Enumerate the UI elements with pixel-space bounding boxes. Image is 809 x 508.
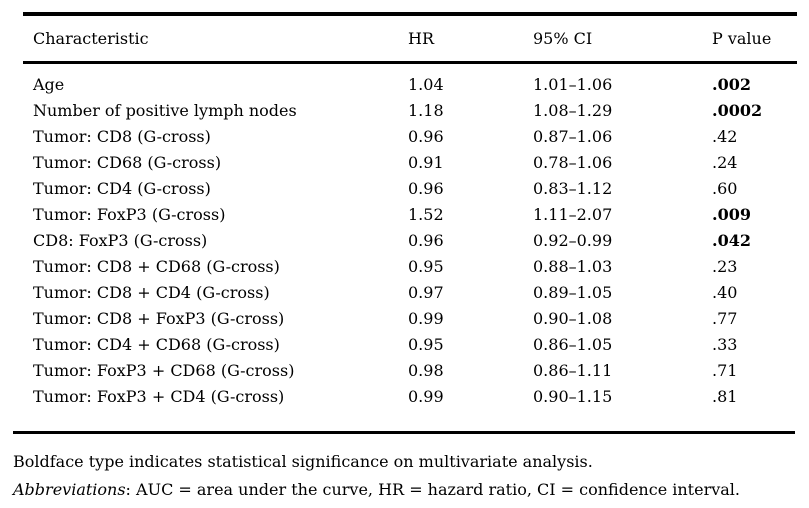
table-cell-p: .33: [712, 335, 738, 354]
table-cell-hr: 0.96: [408, 127, 444, 146]
table-cell-hr: 0.97: [408, 283, 444, 302]
table-cell-ci: 0.90–1.15: [533, 387, 613, 406]
table-cell-characteristic: Tumor: CD8 (G-cross): [33, 127, 211, 146]
table-cell-hr: 0.95: [408, 335, 444, 354]
table-cell-hr: 0.98: [408, 361, 444, 380]
table-row: Tumor: CD4 (G-cross) 0.96 0.83–1.12 .60: [33, 176, 797, 202]
table-cell-characteristic: Tumor: CD8 + CD68 (G-cross): [33, 257, 280, 276]
table-cell-p: .42: [712, 127, 738, 146]
table-cell-characteristic: Tumor: CD8 + CD4 (G-cross): [33, 283, 270, 302]
table-cell-p: .24: [712, 153, 738, 172]
table-cell-characteristic: Number of positive lymph nodes: [33, 101, 297, 120]
table-cell-characteristic: Tumor: FoxP3 (G-cross): [33, 205, 226, 224]
table-row: Tumor: FoxP3 + CD68 (G-cross) 0.98 0.86–1.…: [33, 358, 797, 384]
table-cell-p: .0002: [712, 101, 763, 120]
table-cell-hr: 0.96: [408, 179, 444, 198]
column-header-characteristic: Characteristic: [33, 29, 149, 48]
table-cell-p: .23: [712, 257, 738, 276]
table-cell-characteristic: Tumor: CD8 + FoxP3 (G-cross): [33, 309, 285, 328]
table-cell-hr: 0.99: [408, 309, 444, 328]
table-cell-hr: 1.18: [408, 101, 444, 120]
table-row: CD8: FoxP3 (G-cross) 0.96 0.92–0.99 .042: [33, 228, 797, 254]
column-header-pvalue: P value: [712, 29, 772, 48]
table-cell-ci: 0.86–1.11: [533, 361, 613, 380]
table-cell-hr: 0.96: [408, 231, 444, 250]
table-bottom-rule: [13, 431, 795, 434]
table-row: Tumor: CD8 (G-cross) 0.96 0.87–1.06 .42: [33, 124, 797, 150]
table-cell-characteristic: Tumor: FoxP3 + CD68 (G-cross): [33, 361, 295, 380]
table-cell-hr: 0.95: [408, 257, 444, 276]
table-cell-ci: 0.78–1.06: [533, 153, 613, 172]
table-row: Tumor: FoxP3 + CD4 (G-cross) 0.99 0.90–1.1…: [33, 384, 797, 410]
table-cell-ci: 0.88–1.03: [533, 257, 613, 276]
abbreviations-note: Abbreviations: AUC = area under the curv…: [13, 476, 809, 504]
table-row: Tumor: CD8 + CD68 (G-cross) 0.95 0.88–1.03…: [33, 254, 797, 280]
column-header-ci: 95% CI: [533, 29, 593, 48]
table-footnotes: Boldface type indicates statistical sign…: [13, 448, 809, 504]
table-cell-ci: 1.11–2.07: [533, 205, 613, 224]
table-cell-characteristic: Tumor: CD4 (G-cross): [33, 179, 211, 198]
table-cell-characteristic: Tumor: CD68 (G-cross): [33, 153, 222, 172]
table-row: Tumor: CD8 + FoxP3 (G-cross) 0.99 0.90–1.0…: [33, 306, 797, 332]
table-row: Number of positive lymph nodes 1.18 1.08–1…: [33, 98, 797, 124]
table-row: Age 1.04 1.01–1.06 .002: [33, 72, 797, 98]
table-cell-ci: 0.83–1.12: [533, 179, 613, 198]
table-cell-ci: 1.01–1.06: [533, 75, 613, 94]
table-header-row: Characteristic HR 95% CI P value: [33, 16, 797, 61]
table-cell-p: .81: [712, 387, 738, 406]
table-cell-hr: 1.04: [408, 75, 444, 94]
table-cell-ci: 0.86–1.05: [533, 335, 613, 354]
table-row: Tumor: CD68 (G-cross) 0.91 0.78–1.06 .24: [33, 150, 797, 176]
table-cell-ci: 0.89–1.05: [533, 283, 613, 302]
table-cell-ci: 1.08–1.29: [533, 101, 613, 120]
table-cell-characteristic: CD8: FoxP3 (G-cross): [33, 231, 208, 250]
table-cell-p: .002: [712, 75, 751, 94]
abbreviations-text: : AUC = area under the curve, HR = hazar…: [125, 480, 740, 499]
table-cell-hr: 0.99: [408, 387, 444, 406]
table-cell-characteristic: Tumor: CD4 + CD68 (G-cross): [33, 335, 280, 354]
column-header-hr: HR: [408, 29, 434, 48]
table-cell-p: .042: [712, 231, 751, 250]
table-cell-ci: 0.92–0.99: [533, 231, 613, 250]
table-row: Tumor: FoxP3 (G-cross) 1.52 1.11–2.07 .009: [33, 202, 797, 228]
header-separator-rule: [23, 61, 797, 64]
table-cell-p: .40: [712, 283, 738, 302]
table-cell-hr: 0.91: [408, 153, 444, 172]
table-cell-p: .009: [712, 205, 751, 224]
abbreviations-label: Abbreviations: [13, 480, 126, 499]
table-cell-hr: 1.52: [408, 205, 444, 224]
table-top-rule: [23, 12, 797, 16]
table-cell-characteristic: Tumor: FoxP3 + CD4 (G-cross): [33, 387, 285, 406]
table-cell-p: .60: [712, 179, 738, 198]
table-cell-ci: 0.90–1.08: [533, 309, 613, 328]
table-row: Tumor: CD8 + CD4 (G-cross) 0.97 0.89–1.05.…: [33, 280, 797, 306]
table-cell-ci: 0.87–1.06: [533, 127, 613, 146]
table-cell-p: .71: [712, 361, 738, 380]
table-cell-p: .77: [712, 309, 738, 328]
table-row: Tumor: CD4 + CD68 (G-cross) 0.95 0.86–1.05…: [33, 332, 797, 358]
table-cell-characteristic: Age: [33, 75, 65, 94]
table-body: Age 1.04 1.01–1.06 .002 Number of positive l…: [0, 64, 809, 431]
significance-note: Boldface type indicates statistical sign…: [13, 452, 593, 471]
